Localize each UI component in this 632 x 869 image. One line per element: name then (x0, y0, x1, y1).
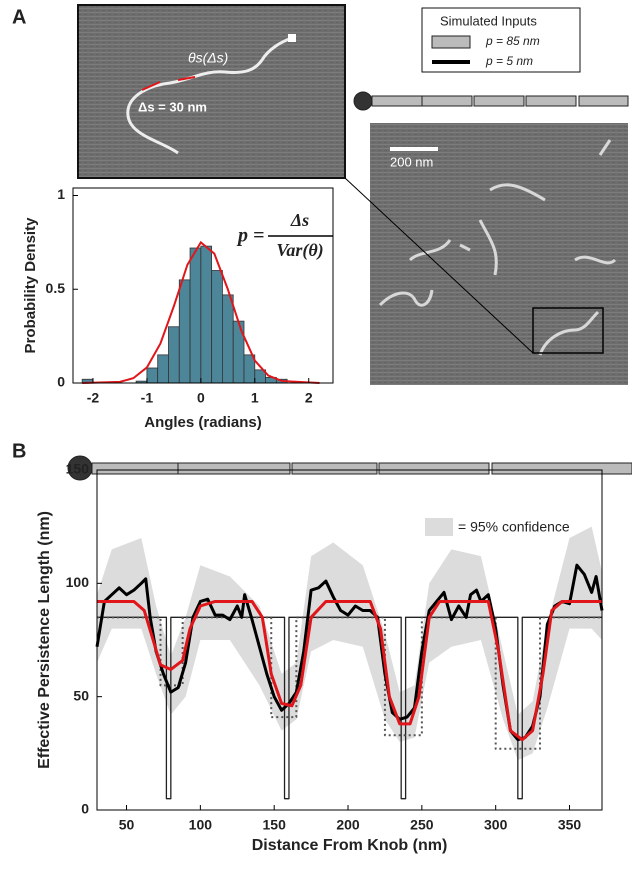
y-tick-label: 0 (57, 374, 65, 390)
series-line (95, 563, 604, 742)
x-axis-label: Angles (radians) (144, 414, 262, 431)
x-tick-label: 300 (484, 817, 508, 833)
legend-entry: p = 85 nm (485, 34, 540, 48)
scale-label: 200 nm (390, 154, 433, 169)
histogram-bar (222, 294, 234, 384)
x-tick-label: 0 (197, 390, 205, 406)
panel-label: A (12, 6, 26, 28)
polymer-schematic (353, 91, 629, 111)
histogram-bar (211, 270, 223, 384)
histogram-bar (168, 326, 180, 384)
histogram-bar (189, 247, 202, 384)
x-tick-label: 50 (119, 817, 135, 833)
legend-title: Simulated Inputs (440, 13, 537, 28)
y-tick-label: 1 (57, 186, 65, 202)
legend-swatch (425, 518, 453, 536)
plot-frame (96, 469, 603, 811)
panel-label: B (12, 440, 26, 462)
afm-image: 200 nm (370, 123, 628, 385)
formula: p = Δs Var(θ) (236, 210, 333, 261)
histogram-bar (200, 245, 213, 384)
inputs-legend: Simulated Inputs p = 85 nm p = 5 nm (421, 7, 581, 73)
x-tick-label: 150 (263, 817, 287, 833)
x-tick-label: -1 (141, 390, 154, 406)
histogram-bar (157, 354, 169, 384)
x-tick-label: 350 (558, 817, 582, 833)
y-tick-label: 150 (66, 461, 90, 477)
y-tick-label: 0.5 (46, 280, 66, 296)
charts: -2 -1 0 1 2 0 0.5 1 Angles (radians) Probability … (22, 186, 604, 854)
x-tick-label: 1 (251, 390, 259, 406)
fit-curve (82, 240, 320, 384)
y-axis-label: Probability Density (22, 217, 39, 354)
formula-numerator: Δs (290, 210, 309, 230)
x-tick-label: 200 (336, 817, 360, 833)
formula-lhs: p = (236, 225, 264, 247)
confidence-band (97, 526, 602, 761)
y-tick-label: 100 (66, 574, 90, 590)
series-line (97, 616, 602, 800)
legend-label: = 95% confidence (458, 519, 570, 535)
x-tick-label: 2 (305, 390, 313, 406)
zoom-line (344, 177, 534, 354)
zoom-image: θs(Δs) Δs = 30 nm (77, 4, 346, 179)
x-tick-label: 100 (189, 817, 213, 833)
histogram-bar (146, 367, 159, 384)
histogram-bar (232, 320, 245, 384)
series-line (97, 599, 602, 742)
y-tick-label: 0 (81, 801, 89, 817)
y-tick-label: 50 (73, 687, 89, 703)
angle-label: θs(Δs) (188, 50, 228, 66)
x-axis-label: Distance From Knob (nm) (252, 837, 448, 854)
polymer-schematic (67, 455, 632, 481)
plot-frame (72, 187, 334, 384)
step-label: Δs = 30 nm (138, 99, 207, 114)
histogram-bar (178, 279, 191, 384)
y-axis-label: Effective Persistence Length (nm) (36, 511, 53, 769)
legend-entry: p = 5 nm (485, 54, 533, 68)
x-tick-label: -2 (87, 390, 100, 406)
x-tick-label: 250 (410, 817, 434, 833)
formula-denominator: Var(θ) (276, 240, 323, 261)
